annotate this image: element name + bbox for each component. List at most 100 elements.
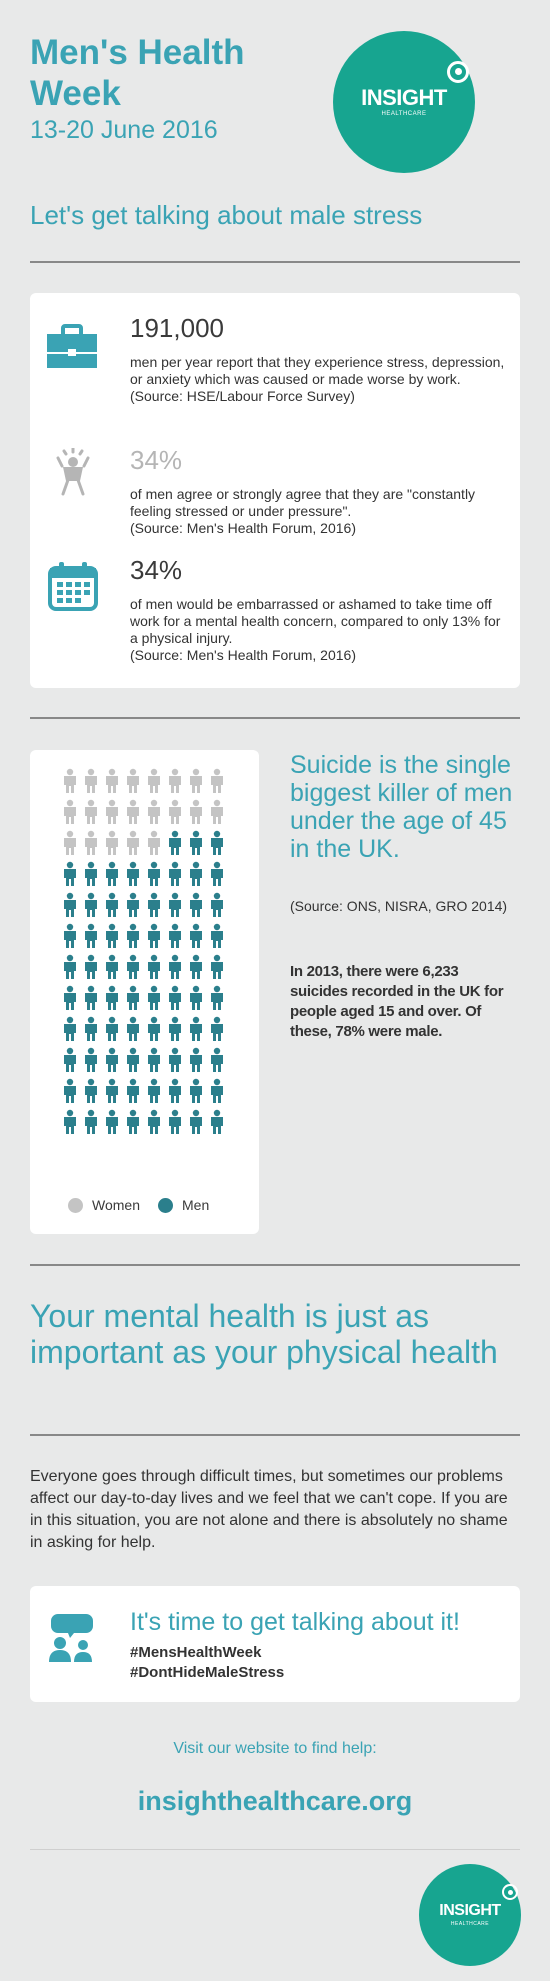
website-link[interactable]: insighthealthcare.org xyxy=(137,1786,413,1816)
divider xyxy=(30,1264,520,1266)
person-icon-men xyxy=(169,954,181,979)
page-title: Men's Health Week xyxy=(30,32,244,114)
pictogram-card xyxy=(30,750,259,1234)
person-icon-men xyxy=(127,861,139,886)
person-icon-men xyxy=(85,954,97,979)
person-icon-men xyxy=(190,892,202,917)
person-icon-men xyxy=(169,1078,181,1103)
suicide-source: (Source: ONS, NISRA, GRO 2014) xyxy=(290,898,508,914)
stat-text: men per year report that they experience… xyxy=(130,354,505,405)
person-icon-women xyxy=(85,830,97,855)
insight-logo: INSIGHT HEALTHCARE xyxy=(333,31,475,173)
person-icon-men xyxy=(211,923,223,948)
person-icon-men xyxy=(211,954,223,979)
person-icon-men xyxy=(211,1078,223,1103)
person-icon-men xyxy=(169,1016,181,1041)
person-icon-men xyxy=(211,985,223,1010)
person-icon-women xyxy=(169,768,181,793)
person-icon-women xyxy=(106,768,118,793)
title-line-1: Men's Health xyxy=(30,33,245,72)
person-icon-men xyxy=(64,1047,76,1072)
person-icon-men xyxy=(127,923,139,948)
person-icon-men xyxy=(169,985,181,1010)
stat-text: of men would be embarrassed or ashamed t… xyxy=(130,596,505,664)
person-icon-men xyxy=(148,1016,160,1041)
person-icon-women xyxy=(190,799,202,824)
person-icon-men xyxy=(127,892,139,917)
stat-description: of men would be embarrassed or ashamed t… xyxy=(130,596,501,646)
person-icon-men xyxy=(85,1047,97,1072)
talk-card: It's time to get talking about it! #Mens… xyxy=(30,1586,520,1702)
person-icon-men xyxy=(190,985,202,1010)
divider xyxy=(30,261,520,263)
person-icon-men xyxy=(64,861,76,886)
person-icon-women xyxy=(64,768,76,793)
logo-sub: HEALTHCARE xyxy=(450,1921,490,1927)
section-subtitle: Let's get talking about male stress xyxy=(30,200,423,230)
briefcase-icon xyxy=(47,324,97,368)
person-icon-men xyxy=(148,954,160,979)
person-icon-men xyxy=(190,1047,202,1072)
person-icon-men xyxy=(106,1047,118,1072)
title-line-2: Week xyxy=(30,74,121,113)
person-icon-men xyxy=(127,1109,139,1134)
person-icon-women xyxy=(127,799,139,824)
legend-men: Men xyxy=(158,1197,209,1213)
mental-health-headline: Your mental health is just as important … xyxy=(30,1298,498,1370)
legend-women-label: Women xyxy=(92,1197,140,1213)
person-icon-men xyxy=(127,985,139,1010)
person-icon-men xyxy=(106,861,118,886)
person-icon-men xyxy=(169,1109,181,1134)
person-icon-men xyxy=(148,985,160,1010)
stat-description: of men agree or strongly agree that they… xyxy=(130,486,476,519)
divider xyxy=(30,1434,520,1436)
person-icon-women xyxy=(85,799,97,824)
person-icon-women xyxy=(148,768,160,793)
person-icon-men xyxy=(85,923,97,948)
logo-name: INSIGHT xyxy=(439,1902,501,1919)
person-icon-men xyxy=(148,1078,160,1103)
person-icon-men xyxy=(106,985,118,1010)
calendar-icon xyxy=(48,562,98,611)
legend-women: Women xyxy=(68,1197,140,1213)
person-icon-men xyxy=(190,954,202,979)
person-icon-women xyxy=(148,830,160,855)
person-icon-men xyxy=(148,861,160,886)
stat-number: 34% xyxy=(130,555,183,585)
stat-text: of men agree or strongly agree that they… xyxy=(130,486,505,537)
legend-men-label: Men xyxy=(182,1197,210,1213)
person-icon-men xyxy=(169,923,181,948)
person-icon-men xyxy=(64,954,76,979)
divider xyxy=(30,1849,520,1850)
person-icon-men xyxy=(190,1016,202,1041)
insight-logo-footer: INSIGHT HEALTHCARE xyxy=(419,1864,521,1966)
suicide-headline: Suicide is the single biggest killer of … xyxy=(290,751,513,863)
logo-name: INSIGHT xyxy=(361,85,447,110)
event-dates: 13-20 June 2016 xyxy=(30,116,218,144)
person-icon-women xyxy=(85,768,97,793)
stat-source: (Source: HSE/Labour Force Survey) xyxy=(130,388,355,404)
person-icon-women xyxy=(106,830,118,855)
person-icon-men xyxy=(127,1016,139,1041)
person-icon-men xyxy=(169,861,181,886)
hashtag-mens-health-week[interactable]: #MensHealthWeek xyxy=(130,1644,262,1661)
person-icon-men xyxy=(190,830,202,855)
person-icon-men xyxy=(148,1109,160,1134)
logo-ring-icon xyxy=(447,61,469,83)
person-icon-women xyxy=(127,830,139,855)
person-icon-men xyxy=(127,954,139,979)
person-icon-men xyxy=(211,861,223,886)
person-icon-men xyxy=(169,830,181,855)
stat-number: 34% xyxy=(130,445,183,475)
person-icon-women xyxy=(169,799,181,824)
hashtag-dont-hide-male-stress[interactable]: #DontHideMaleStress xyxy=(130,1664,285,1681)
suicide-body: In 2013, there were 6,233 suicides recor… xyxy=(290,963,504,1040)
legend-men-dot xyxy=(158,1197,173,1213)
visit-text: Visit our website to find help: xyxy=(173,1740,377,1757)
person-icon-men xyxy=(64,923,76,948)
person-icon-men xyxy=(106,1078,118,1103)
person-icon-men xyxy=(211,1109,223,1134)
person-icon-men xyxy=(85,1109,97,1134)
person-icon-men xyxy=(85,985,97,1010)
person-icon-men xyxy=(106,892,118,917)
